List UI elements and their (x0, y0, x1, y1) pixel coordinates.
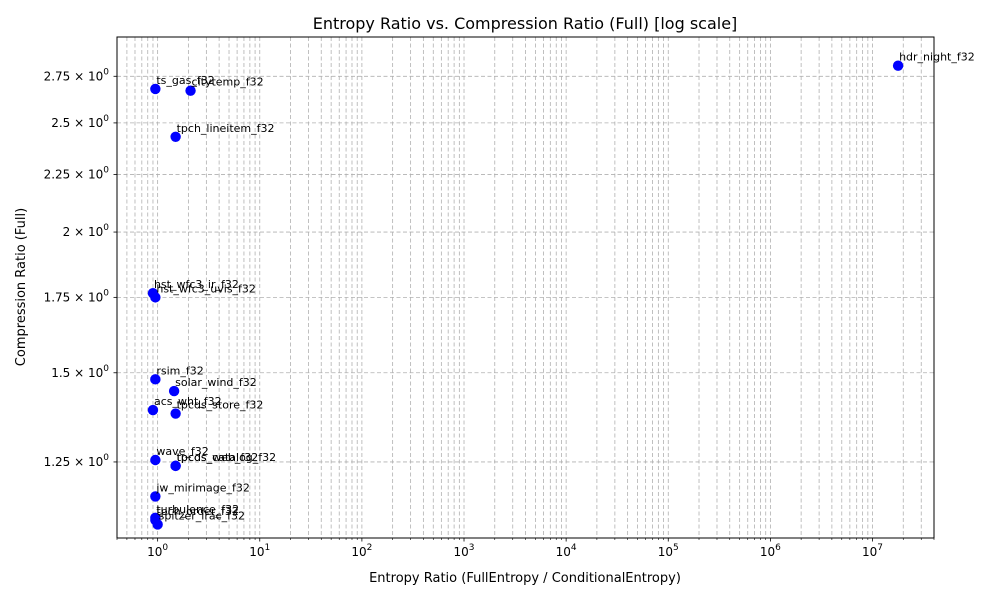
data-point (150, 454, 161, 466)
data-point (147, 404, 159, 416)
x-tick-label: 103 (454, 543, 475, 559)
point-label: tpch_lineitem_f32 (177, 122, 275, 135)
data-point (170, 408, 181, 419)
point-label: jw_mirimage_f32 (155, 481, 249, 494)
data-point (152, 519, 163, 530)
x-tick-label: 100 (147, 543, 168, 559)
x-tick-label: 102 (351, 543, 372, 559)
x-tick-label: 101 (249, 543, 270, 559)
point-label: hdr_night_f32 (899, 51, 975, 64)
point-label: hst_wfc3_uvis_f32 (156, 282, 256, 295)
y-axis-ticks: 1.25 × 100 1.5 × 100 1.75 × 100 2 × 100 2.25… (44, 67, 117, 469)
data-point (892, 60, 904, 71)
point-label: solar_wind_f32 (175, 376, 257, 389)
data-point (150, 292, 161, 303)
data-point (168, 385, 180, 397)
y-axis-label: Compression Ratio (Full) (14, 208, 29, 366)
x-tick-label: 105 (658, 543, 679, 559)
point-label: rsim_f32 (156, 364, 203, 377)
x-axis-label: Entropy Ratio (FullEntropy / Conditional… (369, 571, 681, 586)
x-tick-label: 104 (556, 543, 577, 559)
point-label: acs_wht_f32 (154, 395, 222, 408)
x-axis-ticks: 100 101 102 103 104 105 106 107 (116, 538, 935, 559)
point-label: turbulence_f32 (156, 503, 239, 516)
y-tick-label: 1.5 × 100 (51, 364, 109, 380)
x-tick-label: 106 (760, 543, 781, 559)
point-label: tpcds_store_f32 (177, 399, 264, 412)
y-tick-label: 2.75 × 100 (44, 67, 110, 83)
y-tick-label: 2 × 100 (63, 223, 110, 239)
point-label: tpch_order_f32 (156, 505, 239, 518)
data-point (185, 85, 196, 96)
point-label: citytemp_f32 (192, 76, 264, 89)
data-point (150, 491, 161, 502)
y-tick-label: 2.25 × 100 (44, 165, 110, 181)
data-points (147, 60, 904, 530)
chart-title: Entropy Ratio vs. Compression Ratio (Ful… (313, 14, 738, 33)
point-label: hst_wfc3_ir_f32 (154, 278, 239, 291)
data-point (170, 131, 181, 142)
point-label: wave_f32 (156, 445, 208, 458)
x-tick-label: 107 (862, 543, 883, 559)
point-label: tpcds_web_f32 (177, 451, 259, 464)
data-point (170, 460, 181, 472)
grid-lines (116, 37, 935, 538)
point-label: ts_gas_f32 (156, 74, 214, 87)
data-point (150, 374, 161, 385)
point-label: tpcds_catalog_f32 (177, 451, 277, 464)
point-label: spitzer_irac_f32 (159, 509, 245, 522)
y-tick-label: 2.5 × 100 (51, 114, 109, 130)
y-tick-label: 1.75 × 100 (44, 288, 110, 304)
data-point (150, 83, 161, 95)
y-tick-label: 1.25 × 100 (44, 453, 110, 469)
